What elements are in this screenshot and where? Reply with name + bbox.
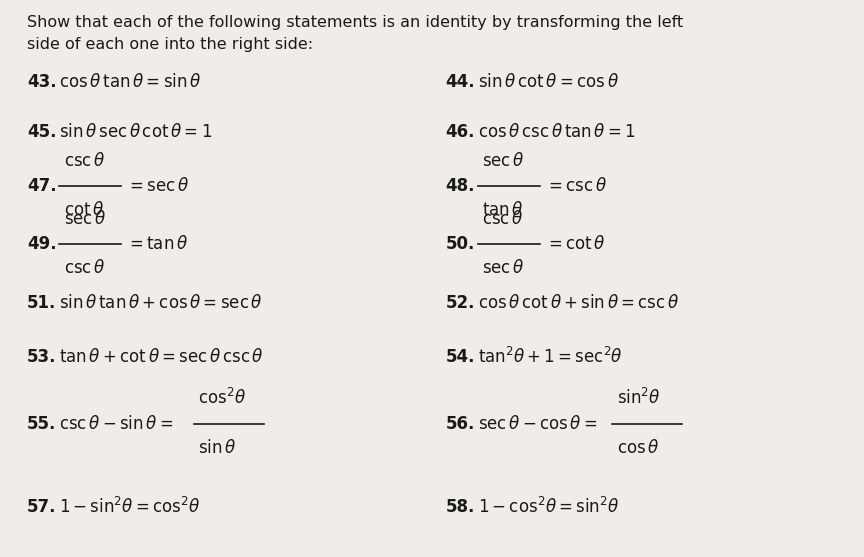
Text: $\sin^{2}\!\theta$: $\sin^{2}\!\theta$ (617, 388, 660, 408)
Text: $\csc\theta$: $\csc\theta$ (64, 153, 105, 170)
Text: $\sec\theta$: $\sec\theta$ (482, 153, 525, 170)
Text: side of each one into the right side:: side of each one into the right side: (27, 37, 313, 52)
Text: $\cos\theta$: $\cos\theta$ (617, 439, 659, 457)
Text: $\csc\theta$: $\csc\theta$ (482, 210, 524, 228)
Text: 53.: 53. (27, 348, 56, 366)
Text: 47.: 47. (27, 177, 57, 195)
Text: $= \cot\theta$: $= \cot\theta$ (545, 234, 606, 252)
Text: 46.: 46. (446, 123, 475, 140)
Text: 54.: 54. (446, 348, 475, 366)
Text: Show that each of the following statements is an identity by transforming the le: Show that each of the following statemen… (27, 15, 683, 30)
Text: $= \sec\theta$: $= \sec\theta$ (126, 177, 189, 195)
Text: $= \csc\theta$: $= \csc\theta$ (545, 177, 607, 195)
Text: 55.: 55. (27, 415, 56, 433)
Text: 51.: 51. (27, 295, 56, 312)
Text: $\tan\theta + \cot\theta = \sec\theta\,\csc\theta$: $\tan\theta + \cot\theta = \sec\theta\,\… (60, 348, 264, 366)
Text: $\tan\theta$: $\tan\theta$ (482, 202, 524, 219)
Text: $\cos^{2}\!\theta$: $\cos^{2}\!\theta$ (198, 388, 246, 408)
Text: $1 - \cos^{2}\!\theta = \sin^{2}\!\theta$: $1 - \cos^{2}\!\theta = \sin^{2}\!\theta… (478, 497, 619, 517)
Text: $\sin\theta\,\cot\theta = \cos\theta$: $\sin\theta\,\cot\theta = \cos\theta$ (478, 73, 619, 91)
Text: $1 - \sin^{2}\!\theta = \cos^{2}\!\theta$: $1 - \sin^{2}\!\theta = \cos^{2}\!\theta… (60, 497, 200, 517)
Text: $\cos\theta\,\csc\theta\,\tan\theta = 1$: $\cos\theta\,\csc\theta\,\tan\theta = 1$ (478, 123, 636, 140)
Text: $\sin\theta\,\sec\theta\,\cot\theta = 1$: $\sin\theta\,\sec\theta\,\cot\theta = 1$ (60, 123, 213, 140)
Text: 57.: 57. (27, 498, 56, 516)
Text: 58.: 58. (446, 498, 475, 516)
Text: $\csc\theta$: $\csc\theta$ (64, 259, 105, 277)
Text: $\sec\theta$: $\sec\theta$ (482, 259, 525, 277)
Text: $= \tan\theta$: $= \tan\theta$ (126, 234, 188, 252)
Text: 50.: 50. (446, 234, 475, 252)
Text: 49.: 49. (27, 234, 57, 252)
Text: 44.: 44. (446, 73, 475, 91)
Text: $\cos\theta\,\tan\theta = \sin\theta$: $\cos\theta\,\tan\theta = \sin\theta$ (60, 73, 202, 91)
Text: $\cos\theta\,\cot\theta + \sin\theta = \csc\theta$: $\cos\theta\,\cot\theta + \sin\theta = \… (478, 295, 679, 312)
Text: $\sec\theta - \cos\theta =$: $\sec\theta - \cos\theta =$ (478, 415, 598, 433)
Text: 56.: 56. (446, 415, 475, 433)
Text: $\sec\theta$: $\sec\theta$ (64, 210, 106, 228)
Text: $\sin\theta\,\tan\theta + \cos\theta = \sec\theta$: $\sin\theta\,\tan\theta + \cos\theta = \… (60, 295, 264, 312)
Text: 52.: 52. (446, 295, 475, 312)
Text: 48.: 48. (446, 177, 475, 195)
Text: $\csc\theta - \sin\theta =$: $\csc\theta - \sin\theta =$ (60, 415, 174, 433)
Text: $\sin\theta$: $\sin\theta$ (198, 439, 236, 457)
Text: $\cot\theta$: $\cot\theta$ (64, 202, 105, 219)
Text: 43.: 43. (27, 73, 57, 91)
Text: $\tan^{2}\!\theta + 1 = \sec^{2}\!\theta$: $\tan^{2}\!\theta + 1 = \sec^{2}\!\theta… (478, 347, 623, 367)
Text: 45.: 45. (27, 123, 56, 140)
